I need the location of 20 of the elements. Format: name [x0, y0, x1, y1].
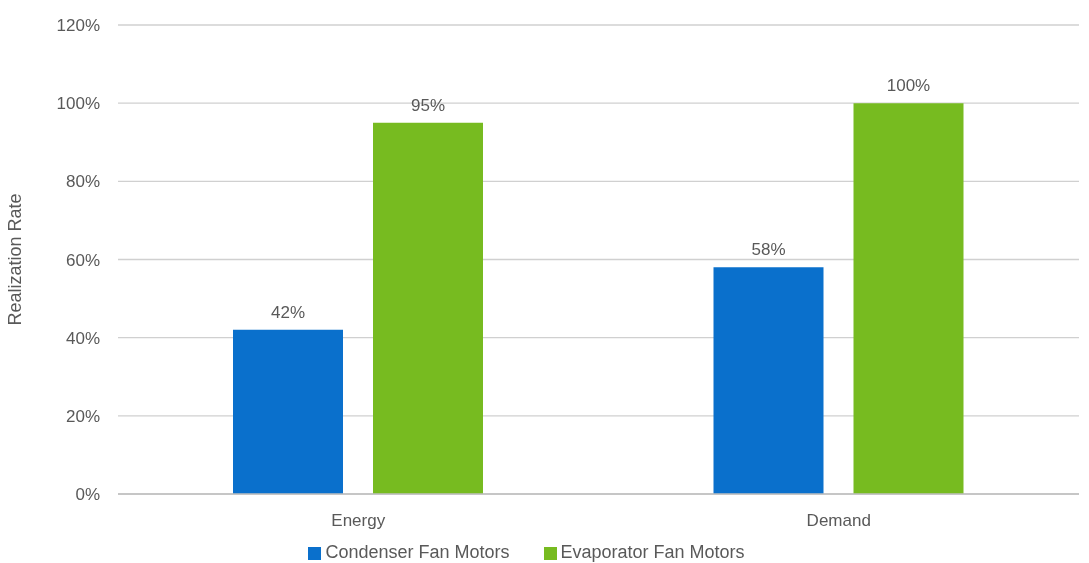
y-axis-title: Realization Rate [5, 193, 26, 326]
y-tick-label: 40% [65, 328, 100, 348]
data-label: 42% [270, 302, 306, 322]
x-tick-label: Energy [331, 511, 386, 531]
bar [373, 122, 483, 494]
y-tick-label: 80% [65, 172, 100, 192]
x-tick-label: Demand [806, 511, 871, 531]
data-label: 100% [886, 76, 931, 96]
data-label: 95% [410, 95, 446, 115]
y-tick-label: 100% [56, 94, 100, 114]
y-tick-label: 120% [56, 16, 100, 36]
y-tick-label: 20% [65, 406, 100, 426]
bar [853, 103, 964, 494]
bar [713, 267, 824, 494]
legend-label: Condenser Fan Motors [325, 542, 510, 562]
y-tick-label: 60% [65, 250, 100, 270]
bar [233, 329, 343, 494]
legend-label: Evaporator Fan Motors [560, 542, 745, 562]
y-tick-label: 0% [75, 485, 100, 505]
data-label: 58% [751, 240, 786, 260]
